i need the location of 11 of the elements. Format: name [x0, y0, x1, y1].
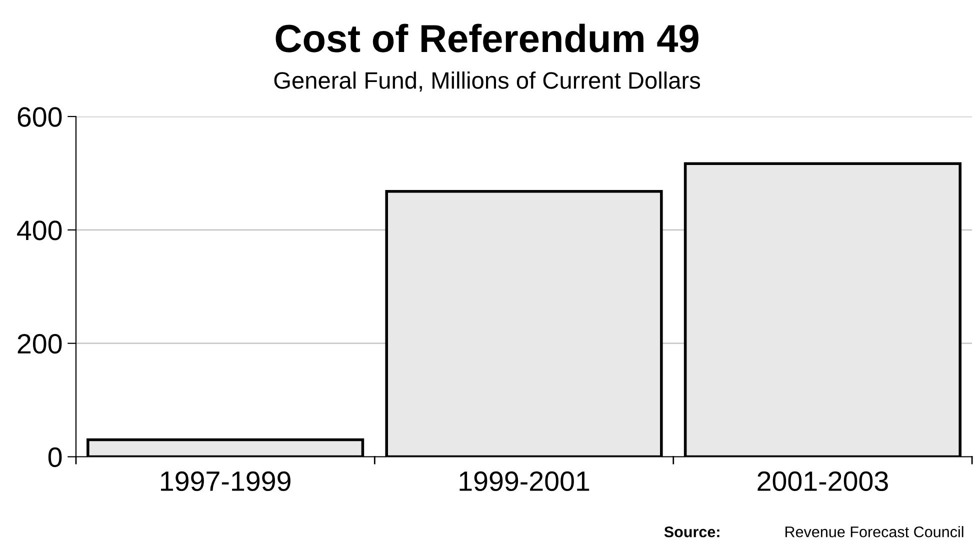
source-note: Source: — [664, 526, 720, 538]
chart-subtitle: General Fund, Millions of Current Dollars — [274, 72, 700, 92]
y-tick-label: 600 — [18, 107, 62, 127]
y-tick-label: 400 — [17, 220, 62, 240]
chart-title: Cost of Referendum 49 — [276, 24, 698, 52]
x-tick-label: 1997-1999 — [161, 471, 290, 492]
x-tick-label: 1999-2001 — [460, 471, 590, 492]
y-tick-label: 0 — [48, 447, 62, 468]
text: Revenue Forecast Council — [785, 526, 964, 538]
y-tick-label: 200 — [18, 334, 62, 354]
x-tick-label: 2001-2003 — [758, 471, 888, 492]
